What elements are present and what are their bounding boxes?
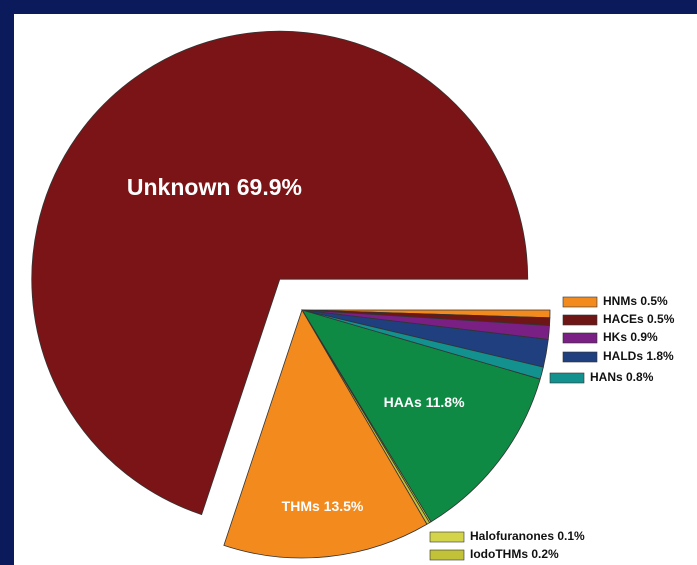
legend-label: Halofuranones 0.1% bbox=[470, 529, 585, 543]
legend-label: IodoTHMs 0.2% bbox=[470, 547, 559, 561]
legend-swatch bbox=[429, 531, 465, 543]
legend-swatch bbox=[562, 351, 598, 363]
pie-slice bbox=[223, 309, 428, 559]
legend-swatch bbox=[562, 296, 598, 308]
legend-label: HNMs 0.5% bbox=[603, 294, 668, 308]
legend-label: HALDs 1.8% bbox=[603, 349, 674, 363]
slice-label: HAAs 11.8% bbox=[384, 394, 465, 410]
slice-label: THMs 13.5% bbox=[282, 498, 364, 514]
pie-slice bbox=[31, 30, 529, 516]
legend-swatch bbox=[549, 372, 585, 384]
legend-swatch bbox=[562, 332, 598, 344]
legend-label: HKs 0.9% bbox=[603, 330, 658, 344]
pie-slice bbox=[301, 309, 541, 523]
legend-swatch bbox=[429, 549, 465, 561]
legend-swatch bbox=[562, 314, 598, 326]
legend-label: HANs 0.8% bbox=[590, 370, 654, 384]
legend-label: HACEs 0.5% bbox=[603, 312, 675, 326]
slice-label: Unknown 69.9% bbox=[127, 174, 302, 200]
